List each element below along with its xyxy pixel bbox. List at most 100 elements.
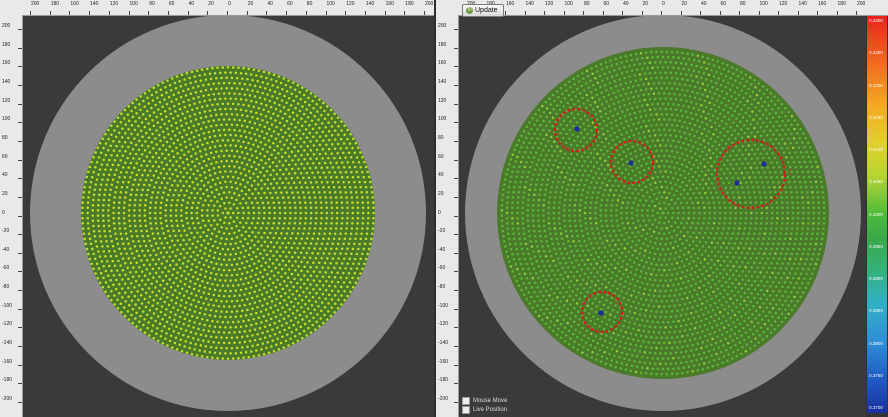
- die-dot: [217, 155, 221, 158]
- die-dot: [323, 313, 326, 317]
- die-dot: [243, 293, 246, 296]
- die-dot: [272, 281, 275, 285]
- die-dot: [228, 222, 231, 225]
- die-dot: [197, 327, 200, 331]
- die-dot: [204, 199, 207, 202]
- die-dot: [730, 309, 734, 312]
- die-dot: [760, 211, 764, 215]
- die-dot: [709, 107, 713, 111]
- die-dot: [251, 78, 254, 82]
- die-dot: [111, 244, 115, 248]
- left-wafer-map[interactable]: [23, 16, 434, 417]
- die-dot: [790, 267, 794, 270]
- die-dot: [215, 309, 218, 313]
- die-dot: [550, 154, 554, 157]
- die-dot: [252, 216, 255, 220]
- die-dot: [583, 151, 587, 154]
- update-button[interactable]: ↻ Update: [462, 4, 504, 17]
- die-dot: [358, 180, 361, 184]
- die-dot: [251, 296, 254, 300]
- die-dot: [663, 268, 666, 272]
- die-dot: [758, 305, 762, 309]
- die-dot: [680, 163, 684, 166]
- die-dot: [617, 184, 620, 188]
- die-dot: [296, 191, 300, 194]
- die-dot: [290, 122, 293, 126]
- die-dot: [234, 108, 238, 111]
- die-dot: [259, 171, 262, 174]
- die-dot: [673, 155, 676, 159]
- die-dot: [322, 237, 325, 241]
- die-dot: [244, 221, 248, 225]
- left-wafer-canvas[interactable]: [23, 16, 434, 417]
- die-dot: [154, 103, 157, 107]
- die-dot: [660, 346, 663, 350]
- die-dot: [699, 308, 703, 312]
- die-dot: [722, 268, 726, 271]
- die-dot: [254, 187, 257, 191]
- die-dot: [325, 211, 329, 215]
- ruler-label: 160: [818, 1, 827, 7]
- die-dot: [216, 223, 219, 226]
- die-dot: [139, 328, 142, 331]
- right-wafer-heatmap[interactable]: [459, 16, 866, 417]
- die-dot: [204, 297, 208, 300]
- die-dot: [239, 221, 242, 224]
- die-dot: [215, 77, 218, 80]
- die-dot: [287, 260, 291, 263]
- die-dot: [330, 143, 334, 146]
- die-dot: [602, 193, 605, 197]
- die-dot: [778, 186, 782, 189]
- die-dot: [684, 176, 687, 180]
- die-dot: [685, 154, 689, 157]
- die-dot: [609, 289, 612, 292]
- die-dot: [606, 259, 610, 262]
- update-label: Update: [475, 7, 498, 14]
- die-dot: [187, 87, 190, 91]
- ruler-label: 20: [247, 1, 254, 7]
- die-dot: [573, 116, 576, 120]
- die-dot: [562, 214, 566, 217]
- die-dot: [744, 111, 748, 115]
- die-dot: [734, 137, 737, 140]
- die-dot: [264, 280, 267, 283]
- die-dot: [258, 299, 262, 303]
- die-dot: [281, 241, 284, 245]
- die-dot: [711, 144, 714, 148]
- die-dot: [763, 171, 766, 174]
- die-dot: [791, 211, 795, 215]
- die-dot: [529, 240, 533, 243]
- die-dot: [595, 118, 599, 121]
- die-dot: [552, 163, 555, 167]
- die-dot: [143, 274, 147, 278]
- die-dot: [333, 147, 337, 150]
- die-dot: [627, 86, 630, 89]
- ruler-label: 60: [720, 1, 727, 7]
- die-dot: [266, 272, 269, 276]
- die-dot: [691, 295, 694, 298]
- die-dot: [134, 106, 137, 109]
- die-dot: [532, 224, 535, 228]
- ruler-tick: [454, 178, 458, 180]
- die-dot: [137, 124, 140, 128]
- die-dot: [735, 153, 738, 157]
- die-dot: [100, 163, 104, 166]
- die-dot: [744, 157, 747, 161]
- die-dot: [198, 100, 201, 104]
- die-dot: [661, 284, 665, 288]
- die-dot: [154, 271, 158, 275]
- die-dot: [238, 257, 241, 260]
- die-dot: [260, 159, 263, 162]
- die-dot: [696, 119, 699, 122]
- die-dot: [202, 84, 205, 87]
- die-dot: [318, 270, 322, 274]
- die-dot: [173, 104, 176, 108]
- die-dot: [574, 244, 577, 248]
- die-dot: [229, 180, 232, 184]
- die-dot: [325, 143, 328, 147]
- right-wafer-canvas[interactable]: [459, 16, 866, 417]
- die-dot: [255, 74, 258, 77]
- die-dot: [669, 144, 673, 148]
- die-dot: [109, 254, 113, 258]
- die-dot: [124, 300, 127, 303]
